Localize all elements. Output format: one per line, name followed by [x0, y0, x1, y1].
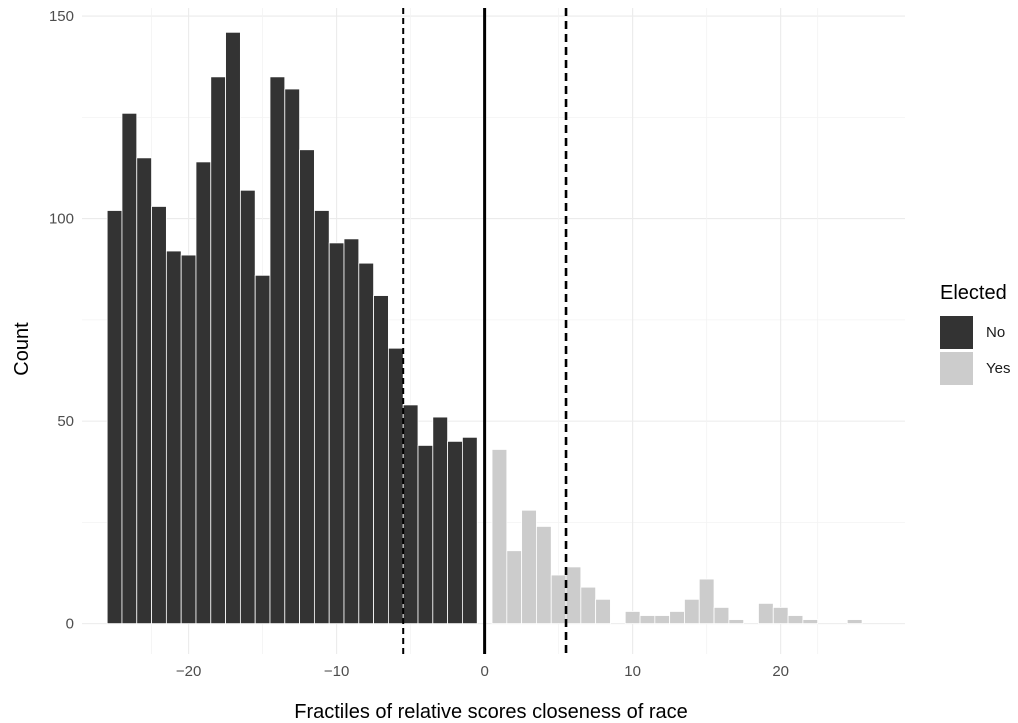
bar-no [121, 112, 138, 625]
bar-no [447, 440, 463, 625]
bar-no [417, 445, 434, 625]
legend-item-no: No [940, 315, 1018, 349]
bar-no [106, 210, 123, 625]
bar-yes [787, 615, 804, 625]
bar-yes [624, 611, 641, 625]
x-tick-label: −20 [176, 663, 201, 680]
bar-yes [654, 615, 671, 625]
bar-no [284, 88, 300, 625]
bar-yes [506, 550, 523, 625]
legend-label-no: No [986, 323, 1006, 341]
bars [106, 31, 863, 625]
bar-yes [669, 611, 685, 625]
tick-labels: −20 −10 0 10 20 0 50 100 150 [49, 8, 789, 680]
legend-item-yes: Yes [940, 351, 1018, 385]
reference-lines [402, 8, 568, 654]
y-tick-label: 100 [49, 211, 74, 228]
bar-no [225, 31, 241, 625]
bar-no [358, 262, 375, 625]
y-tick-label: 50 [57, 413, 74, 430]
bar-no [402, 404, 419, 625]
bar-no [432, 416, 449, 625]
legend-label-yes: Yes [986, 359, 1011, 377]
bar-yes [728, 619, 745, 625]
bar-yes [758, 602, 774, 625]
bar-yes [772, 607, 789, 625]
y-axis-title: Count [11, 322, 33, 376]
bar-no [180, 254, 197, 625]
bar-no [254, 274, 271, 625]
bar-yes [846, 619, 863, 625]
bar-no [239, 189, 256, 625]
bar-no [328, 242, 345, 625]
x-tick-label: 20 [772, 663, 789, 680]
bar-no [151, 206, 167, 625]
legend-title: Elected [940, 282, 1007, 304]
bar-no [373, 295, 389, 625]
bar-yes [698, 578, 715, 625]
bar-yes [565, 566, 582, 625]
bar-no [136, 157, 152, 625]
bar-yes [595, 598, 611, 625]
bar-yes [639, 615, 656, 625]
bar-no [210, 76, 226, 625]
bar-yes [684, 598, 700, 625]
bar-no [388, 347, 404, 625]
legend-swatch-no [940, 315, 973, 349]
bar-no [299, 149, 315, 625]
y-tick-label: 150 [49, 8, 74, 25]
bar-no [462, 436, 478, 625]
bar-yes [521, 509, 537, 625]
x-tick-label: 10 [624, 663, 641, 680]
x-tick-label: 0 [480, 663, 488, 680]
bar-yes [550, 574, 567, 625]
x-axis-title: Fractiles of relative scores closeness o… [294, 701, 688, 723]
bar-yes [802, 619, 819, 625]
legend: Elected No Yes [940, 282, 1018, 387]
y-tick-label: 0 [66, 616, 74, 633]
bar-no [343, 238, 360, 625]
bar-yes [536, 526, 552, 625]
x-tick-label: −10 [324, 663, 349, 680]
bar-no [195, 161, 212, 625]
bar-yes [491, 449, 508, 625]
bar-yes [580, 586, 597, 625]
bar-no [269, 76, 286, 625]
legend-swatch-yes [940, 351, 973, 385]
bar-no [313, 210, 330, 625]
bar-yes [713, 607, 730, 625]
bar-no [165, 250, 182, 625]
